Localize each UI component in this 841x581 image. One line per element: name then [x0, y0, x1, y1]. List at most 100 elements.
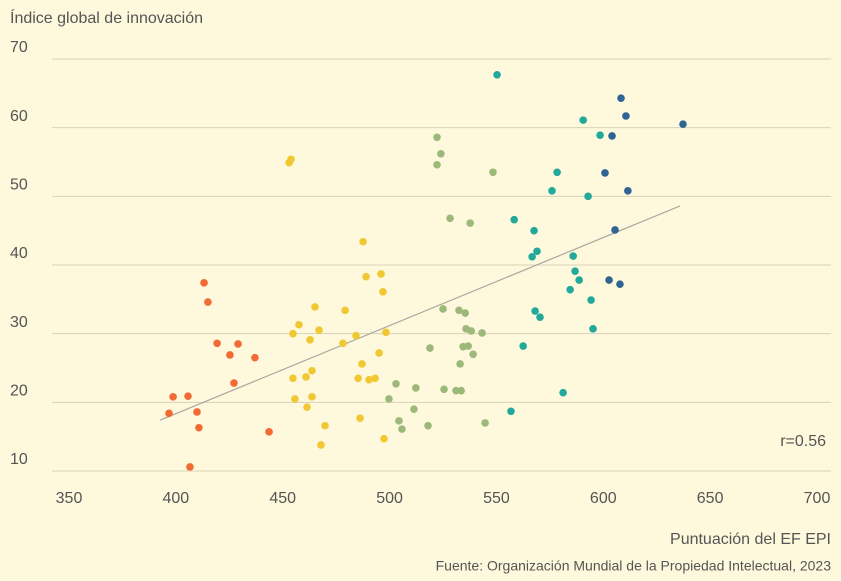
point: [200, 279, 208, 287]
point: [530, 226, 538, 235]
point: [306, 336, 314, 344]
point: [679, 120, 687, 129]
point: [317, 441, 325, 449]
point: [622, 112, 630, 120]
point: [601, 169, 609, 177]
point: [605, 276, 613, 284]
point: [437, 149, 445, 158]
point: [507, 407, 515, 416]
point: [365, 375, 373, 384]
point: [339, 339, 347, 348]
point: [548, 187, 556, 195]
point: [455, 306, 463, 315]
point: [321, 421, 329, 430]
point: [392, 379, 400, 388]
point: [493, 70, 501, 79]
point: [311, 303, 319, 311]
point: [624, 187, 632, 195]
x-tick-label: 450: [269, 490, 296, 507]
point: [358, 360, 366, 368]
point: [424, 421, 432, 430]
point: [230, 379, 238, 387]
x-tick-label: 350: [56, 490, 83, 507]
point: [251, 353, 259, 362]
point: [169, 393, 177, 401]
chart-title: Índice global de innovación: [10, 8, 203, 27]
point: [456, 360, 464, 368]
point: [559, 388, 567, 397]
point: [303, 403, 311, 411]
point: [385, 395, 393, 403]
point: [186, 463, 194, 471]
point: [165, 409, 173, 418]
point: [587, 296, 595, 304]
point: [433, 160, 441, 169]
point: [464, 342, 473, 350]
point: [575, 276, 583, 284]
point: [617, 94, 625, 102]
point: [395, 417, 403, 425]
y-tick-label: 50: [10, 177, 28, 194]
x-tick-label: 400: [163, 490, 190, 507]
point: [489, 168, 497, 177]
annotation: r=0.56: [780, 433, 826, 450]
x-tick-label: 700: [804, 490, 831, 507]
point: [265, 428, 273, 436]
point: [398, 425, 406, 433]
point: [308, 393, 316, 401]
point: [510, 215, 518, 224]
point: [289, 374, 297, 383]
x-tick-label: 600: [590, 490, 617, 507]
x-tick-label: 550: [483, 490, 510, 507]
point: [341, 306, 349, 315]
point: [553, 168, 561, 177]
point: [579, 116, 587, 124]
point: [611, 226, 619, 234]
point: [446, 214, 454, 223]
source: Fuente: Organización Mundial de la Propi…: [436, 558, 832, 574]
point: [596, 131, 604, 140]
y-tick-label: 60: [10, 108, 28, 125]
point: [354, 374, 362, 383]
point: [380, 434, 388, 443]
point: [184, 392, 192, 400]
point: [571, 267, 579, 275]
x-tick-label: 650: [697, 490, 724, 507]
point: [234, 340, 242, 348]
point: [616, 280, 624, 289]
x-axis-label: Puntuación del EF EPI: [670, 531, 831, 548]
point: [377, 270, 385, 278]
point: [379, 287, 387, 296]
point: [426, 344, 434, 352]
point: [356, 414, 364, 422]
point: [291, 395, 299, 403]
point: [439, 305, 447, 313]
point: [410, 405, 418, 414]
point: [359, 237, 367, 246]
point: [608, 132, 616, 140]
point: [226, 351, 234, 359]
point: [302, 373, 310, 381]
point: [440, 385, 448, 394]
point: [412, 384, 420, 392]
point: [589, 325, 597, 333]
point: [352, 331, 360, 340]
point: [193, 408, 201, 416]
y-tick-label: 40: [10, 245, 28, 262]
y-tick-label: 10: [10, 451, 28, 468]
point: [433, 133, 441, 142]
point: [195, 423, 203, 432]
y-tick-label: 20: [10, 383, 28, 400]
point: [371, 374, 379, 383]
point: [295, 320, 303, 329]
point: [584, 192, 592, 201]
point: [531, 307, 539, 315]
point: [375, 349, 383, 357]
point: [461, 309, 470, 317]
point: [308, 366, 316, 375]
point: [536, 313, 544, 321]
point: [213, 339, 221, 348]
point: [289, 329, 297, 338]
